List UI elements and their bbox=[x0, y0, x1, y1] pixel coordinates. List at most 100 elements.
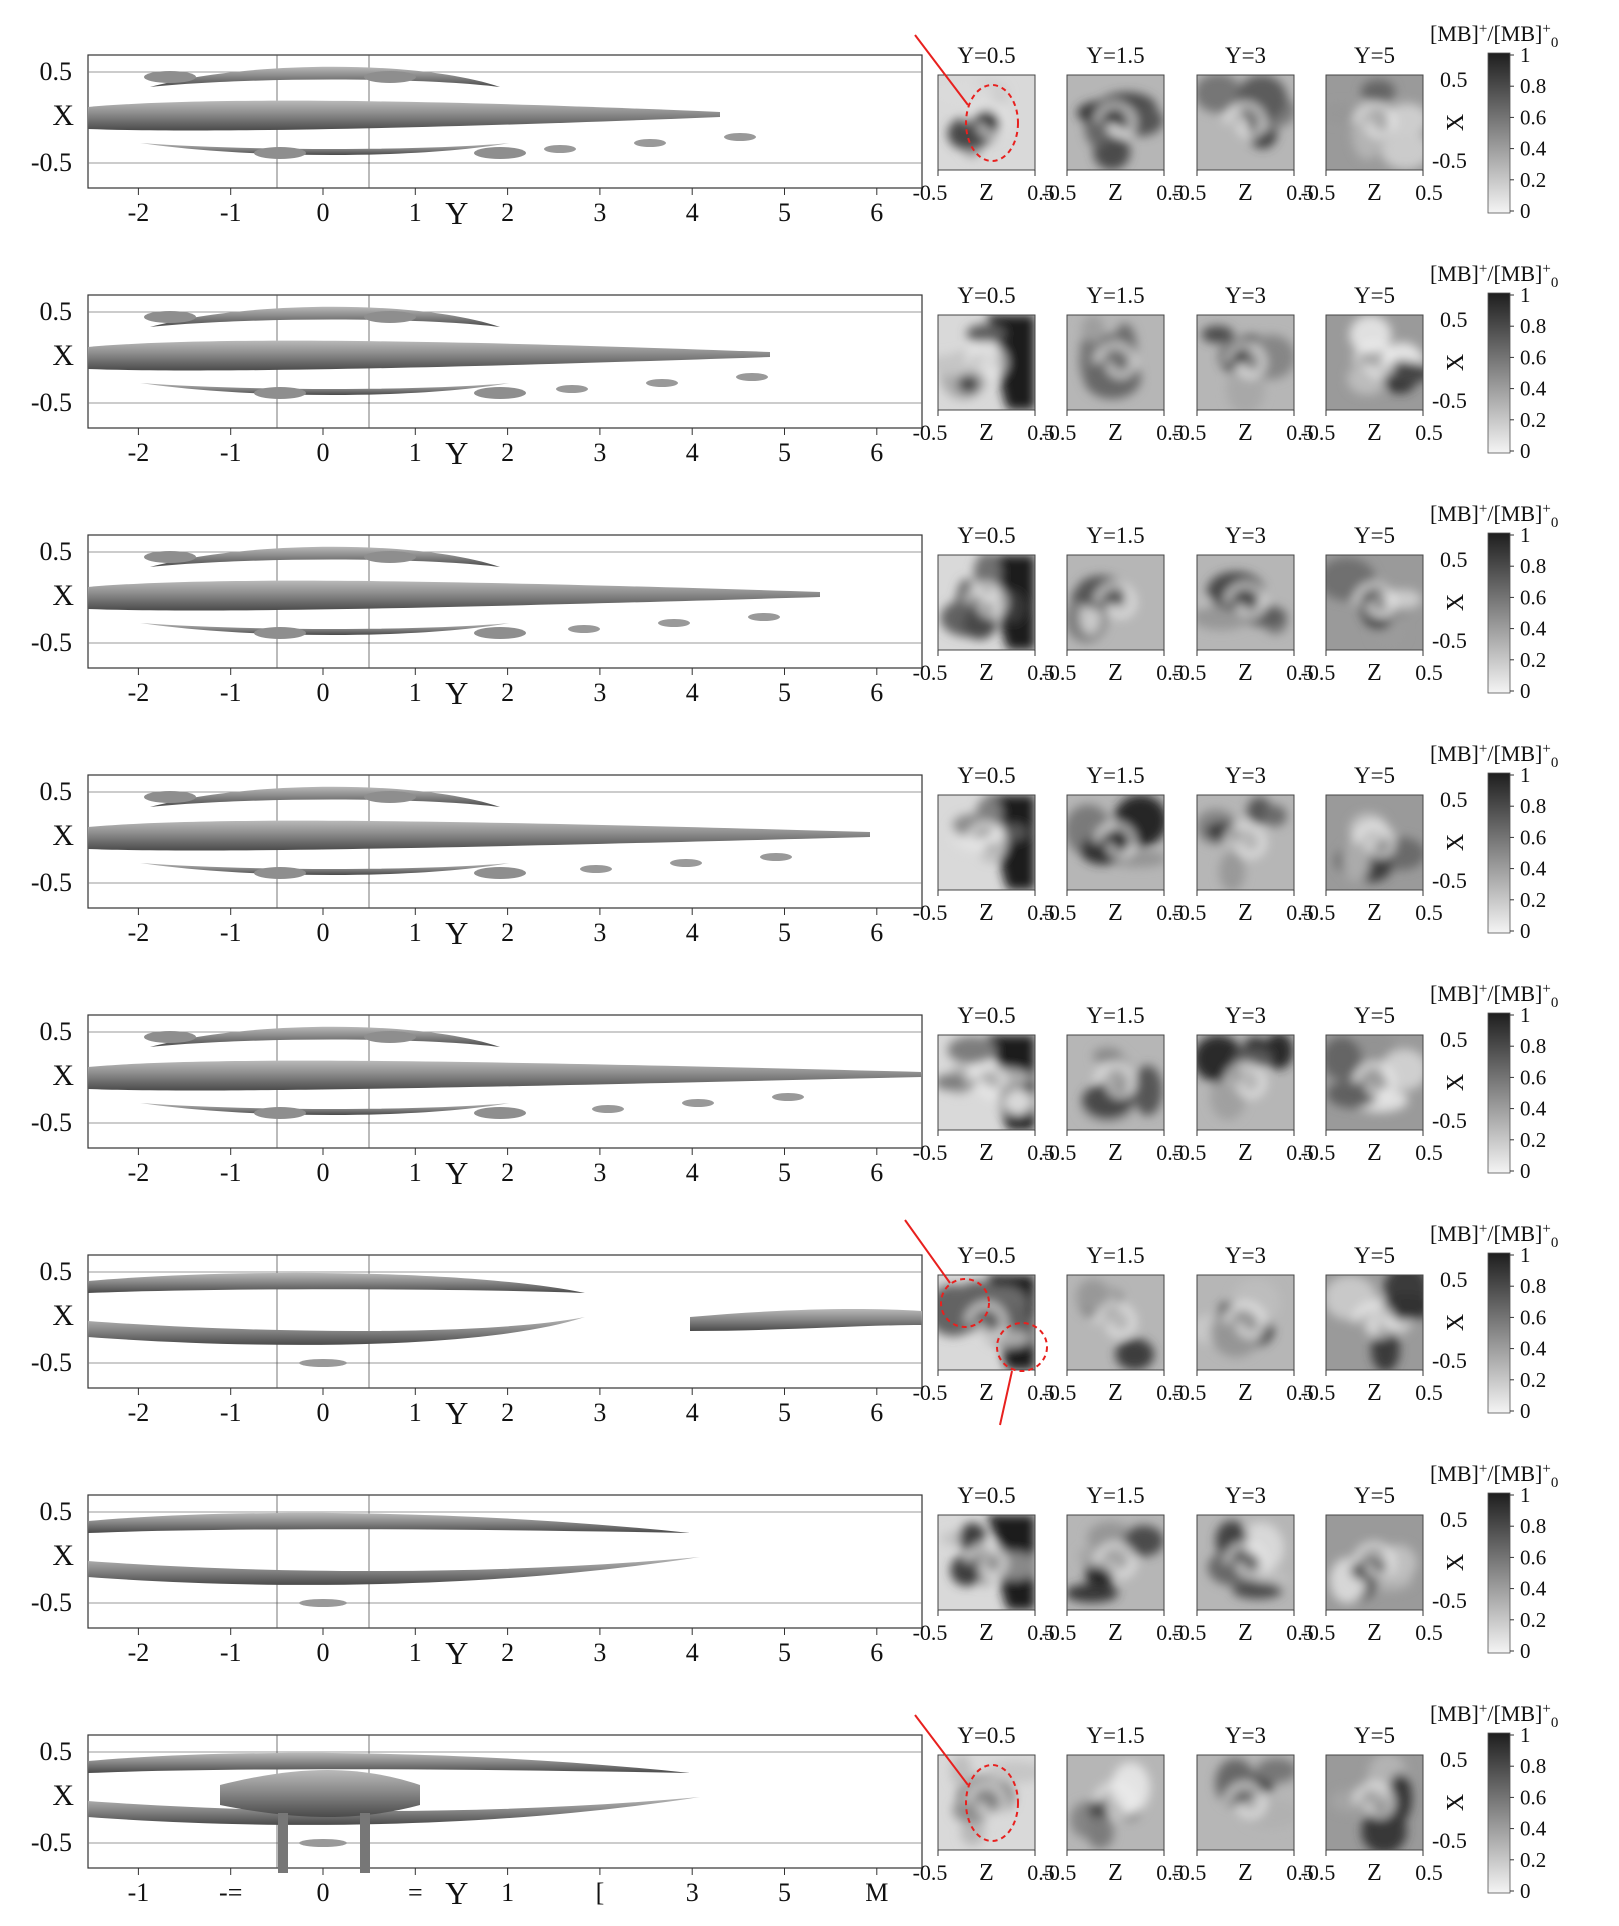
iso-y-axis: 0.5 X -0.5 bbox=[31, 1497, 75, 1617]
colorbar-tick-label: 0.8 bbox=[1520, 1034, 1546, 1058]
slice-z-tick-label: 0.5 bbox=[1415, 420, 1443, 445]
iso-x-tick-label: 2 bbox=[501, 918, 514, 947]
iso-y-tick-label: 0.5 bbox=[40, 1497, 73, 1526]
colorbar-tick-label: 1 bbox=[1520, 523, 1531, 547]
colorbar-tick-label: 0.6 bbox=[1520, 585, 1546, 609]
colorbar-tick-label: 0.2 bbox=[1520, 1848, 1546, 1872]
colorbar-tick-label: 0 bbox=[1520, 439, 1531, 463]
iso-x-tick-label: 6 bbox=[870, 438, 883, 467]
side-axis-label: X bbox=[1443, 1554, 1469, 1571]
iso-x-tick-label: -1 bbox=[128, 1878, 150, 1907]
slice-z-tick-label: -0.5 bbox=[913, 1380, 948, 1405]
iso-x-tick-label: 5 bbox=[778, 678, 791, 707]
slice-z-tick-label: -0.5 bbox=[1301, 1620, 1336, 1645]
iso-x-tick-label: -1 bbox=[220, 678, 242, 707]
side-tick-label: -0.5 bbox=[1432, 1108, 1467, 1133]
colorbar-tick-label: 0 bbox=[1520, 679, 1531, 703]
figure-row: -2 -1 0 1 2 3 4 5 6 Y 0.5 X -0.5 Y=0.5 -0.5 Z 0.5 Y=1.5 -0… bbox=[31, 501, 1559, 711]
slice-panel: Y=0.5 -0.5 Z 0.5 bbox=[913, 1723, 1055, 1886]
colorbar-tick-label: 0.2 bbox=[1520, 888, 1546, 912]
figure-row: -2 -1 0 1 2 3 4 5 6 Y 0.5 X -0.5 Y=0.5 -0.5 Z 0.5 Y=1.5 -0… bbox=[31, 1461, 1559, 1671]
iso-x-axis: -2 -1 0 1 2 3 4 5 6 Y bbox=[128, 668, 883, 711]
slice-title: Y=0.5 bbox=[957, 1243, 1015, 1268]
colorbar-title: [MB]+/[MB]+0 bbox=[1430, 1701, 1558, 1731]
iso-x-tick-label: 1 bbox=[501, 1878, 514, 1907]
slice-z-tick-label: 0.5 bbox=[1027, 1380, 1055, 1405]
slice-z-tick-label: -0.5 bbox=[1042, 900, 1077, 925]
colorbar-tick-label: 0.2 bbox=[1520, 1128, 1546, 1152]
slice-panel: Y=3 -0.5 Z 0.5 bbox=[1172, 43, 1314, 206]
slice-panel: Y=0.5 -0.5 Z 0.5 bbox=[913, 523, 1055, 686]
slice-z-tick-label: 0.5 bbox=[1286, 180, 1314, 205]
slice-panel: Y=5 -0.5 Z 0.5 bbox=[1301, 1723, 1443, 1886]
slice-z-tick-label: 0.5 bbox=[1156, 1620, 1184, 1645]
slice-z-axis-label: Z bbox=[1367, 1620, 1382, 1646]
vortex-isosurface bbox=[88, 66, 756, 159]
vortex-isosurface bbox=[88, 306, 770, 399]
colorbar-tick-label: 0.2 bbox=[1520, 1608, 1546, 1632]
slice-panel: Y=1.5 -0.5 Z 0.5 bbox=[1042, 523, 1184, 686]
slice-title: Y=0.5 bbox=[957, 1723, 1015, 1748]
slice-z-axis-label: Z bbox=[1238, 660, 1253, 686]
slice-z-tick-label: 0.5 bbox=[1286, 420, 1314, 445]
slice-z-tick-label: 0.5 bbox=[1156, 660, 1184, 685]
slice-z-tick-label: 0.5 bbox=[1027, 180, 1055, 205]
slice-z-tick-label: 0.5 bbox=[1415, 1380, 1443, 1405]
iso-x-tick-label: 2 bbox=[501, 438, 514, 467]
slice-panel: Y=5 -0.5 Z 0.5 bbox=[1301, 1483, 1443, 1646]
figure-row: -2 -1 0 1 2 3 4 5 6 Y 0.5 X -0.5 Y=0.5 -0.5 Z 0.5 Y=1.5 -0… bbox=[31, 261, 1559, 471]
side-tick-label: 0.5 bbox=[1440, 1507, 1468, 1532]
slice-panel: Y=3 -0.5 Z 0.5 bbox=[1172, 1003, 1314, 1166]
slice-z-tick-label: -0.5 bbox=[1301, 1140, 1336, 1165]
iso-y-axis: 0.5 X -0.5 bbox=[31, 777, 75, 897]
slice-z-axis-label: Z bbox=[1367, 1380, 1382, 1406]
iso-y-axis: 0.5 X -0.5 bbox=[31, 1257, 75, 1377]
colorbar-tick-label: 0.4 bbox=[1520, 377, 1547, 401]
slice-side-axis: 0.5 X -0.5 bbox=[1432, 1267, 1469, 1373]
side-axis-label: X bbox=[1443, 1074, 1469, 1091]
slice-z-tick-label: 0.5 bbox=[1156, 180, 1184, 205]
iso-x-tick-label: 2 bbox=[501, 678, 514, 707]
side-tick-label: -0.5 bbox=[1432, 628, 1467, 653]
side-tick-label: -0.5 bbox=[1432, 148, 1467, 173]
iso-x-tick-label: 5 bbox=[778, 1398, 791, 1427]
slice-title: Y=1.5 bbox=[1086, 1003, 1144, 1028]
iso-x-tick-label: 6 bbox=[870, 1158, 883, 1187]
slice-z-axis-label: Z bbox=[1238, 1140, 1253, 1166]
slice-side-axis: 0.5 X -0.5 bbox=[1432, 1747, 1469, 1853]
colorbar-gradient bbox=[1487, 1252, 1511, 1414]
slice-z-axis-label: Z bbox=[1108, 180, 1123, 206]
side-tick-label: -0.5 bbox=[1432, 388, 1467, 413]
iso-y-axis-label: X bbox=[52, 339, 74, 372]
vortex-isosurface bbox=[88, 1026, 922, 1119]
slice-z-tick-label: -0.5 bbox=[1301, 180, 1336, 205]
slice-panel: Y=5 -0.5 Z 0.5 bbox=[1301, 763, 1443, 926]
side-tick-label: -0.5 bbox=[1432, 868, 1467, 893]
slice-panel: Y=5 -0.5 Z 0.5 bbox=[1301, 1003, 1443, 1166]
slice-z-tick-label: 0.5 bbox=[1027, 660, 1055, 685]
iso-y-axis-label: X bbox=[52, 1059, 74, 1092]
iso-x-tick-label: 4 bbox=[686, 198, 699, 227]
iso-x-tick-label: 6 bbox=[870, 918, 883, 947]
iso-x-tick-label: 5 bbox=[778, 1878, 791, 1907]
slice-z-axis-label: Z bbox=[979, 1620, 994, 1646]
iso-x-tick-label: 0 bbox=[317, 438, 330, 467]
iso-x-tick-label: 4 bbox=[686, 1398, 699, 1427]
colorbar-tick-label: 0.6 bbox=[1520, 1785, 1546, 1809]
slice-z-axis-label: Z bbox=[979, 1140, 994, 1166]
slice-title: Y=5 bbox=[1354, 1723, 1395, 1748]
figure-row: -2 -1 0 1 2 3 4 5 6 Y 0.5 X -0.5 Y=0.5 -0.5 Z 0.5 Y=1.5 -0… bbox=[31, 21, 1559, 231]
slice-z-tick-label: 0.5 bbox=[1286, 1620, 1314, 1645]
slice-z-tick-label: 0.5 bbox=[1286, 900, 1314, 925]
iso-x-tick-label: 4 bbox=[686, 1158, 699, 1187]
iso-x-tick-label: 4 bbox=[686, 678, 699, 707]
iso-x-tick-label: 6 bbox=[870, 678, 883, 707]
slice-panel: Y=5 -0.5 Z 0.5 bbox=[1301, 43, 1443, 206]
annotation-circle bbox=[965, 1764, 1019, 1842]
colorbar-tick-label: 0 bbox=[1520, 1399, 1531, 1423]
annotation-arrow bbox=[914, 34, 1019, 162]
slice-side-axis: 0.5 X -0.5 bbox=[1432, 1027, 1469, 1133]
colorbar-tick-label: 0.6 bbox=[1520, 345, 1546, 369]
iso-x-tick-label: 3 bbox=[593, 1158, 606, 1187]
colorbar-tick-label: 1 bbox=[1520, 1003, 1531, 1027]
